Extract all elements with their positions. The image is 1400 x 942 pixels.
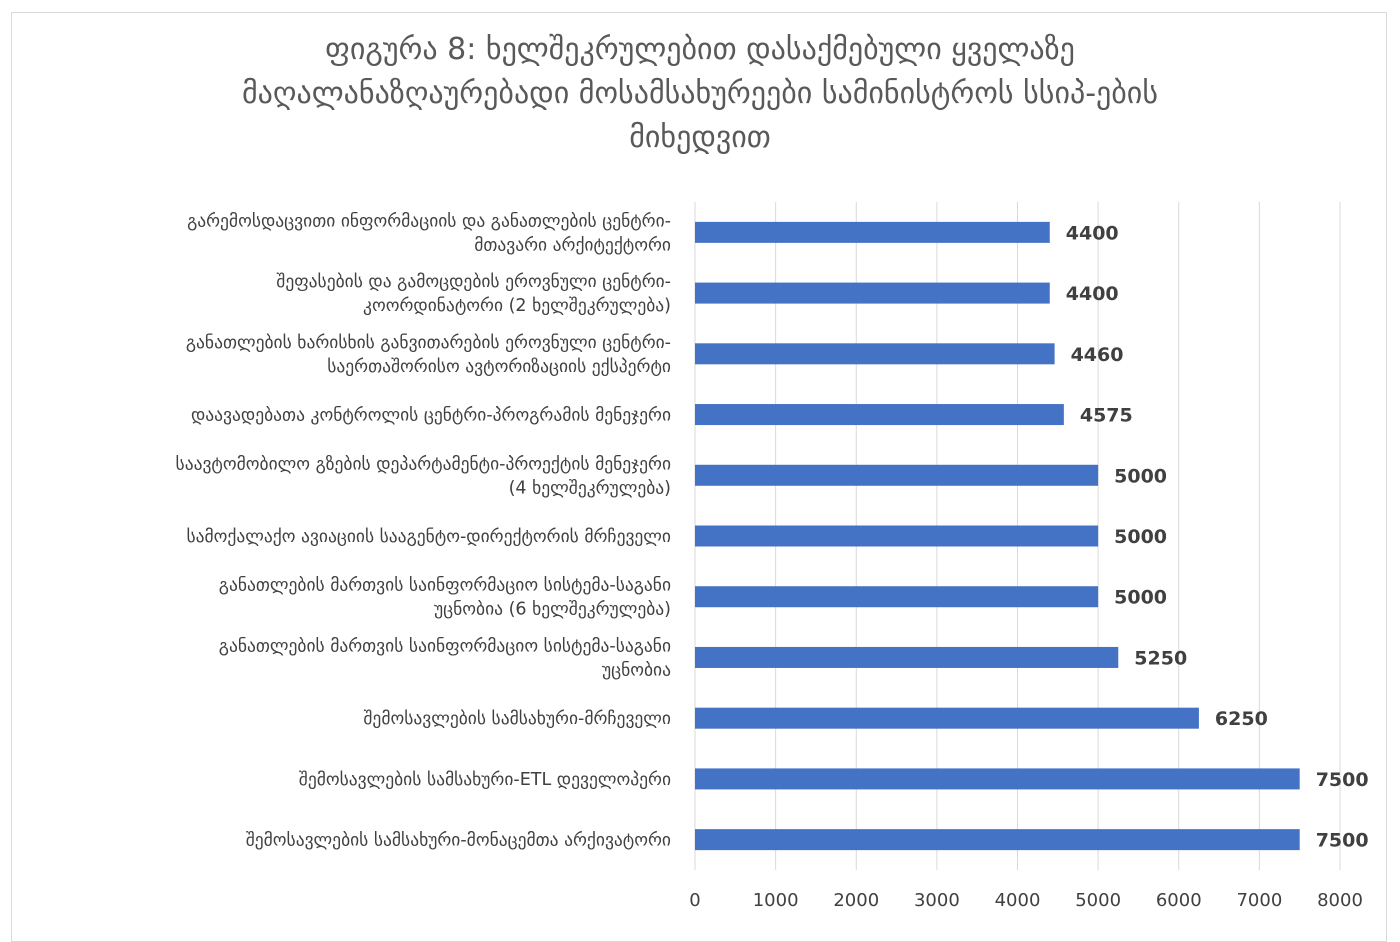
bar xyxy=(695,221,1050,243)
category-label: უცნობია (6 ხელშეკრულება) xyxy=(434,599,671,620)
category-label: კოორდინატორი (2 ხელშეკრულება) xyxy=(363,295,671,316)
category-label: (4 ხელშეკრულება) xyxy=(509,477,671,498)
bar xyxy=(695,707,1199,729)
category-label: შეფასების და გამოცდების ეროვნული ცენტრი- xyxy=(276,271,671,292)
chart-title-line-1: ფიგურა 8: ხელშეკრულებით დასაქმებული ყველ… xyxy=(325,32,1075,67)
x-tick-label: 8000 xyxy=(1317,890,1363,911)
x-tick-label: 3000 xyxy=(914,890,960,911)
bar xyxy=(695,646,1119,668)
category-label: განათლების მართვის საინფორმაციო სისტემა-… xyxy=(219,635,671,656)
category-label: განათლების მართვის საინფორმაციო სისტემა-… xyxy=(219,575,671,596)
data-label: 5250 xyxy=(1134,647,1187,669)
category-label: საერთაშორისო ავტორიზაციის ექსპერტი xyxy=(327,356,671,377)
data-label: 4400 xyxy=(1066,283,1119,305)
category-label: გარემოსდაცვითი ინფორმაციის და განათლების… xyxy=(187,210,671,231)
category-label: შემოსავლების სამსახური-ETL დეველოპერი xyxy=(299,769,671,790)
x-tick-label: 6000 xyxy=(1156,890,1202,911)
data-label: 5000 xyxy=(1114,465,1167,487)
chart-title-line-3: მიხედვით xyxy=(629,120,771,155)
bar xyxy=(695,586,1099,608)
category-label: სამოქალაქო ავიაციის სააგენტო-დირექტორის … xyxy=(186,526,671,547)
category-label: შემოსავლების სამსახური-მონაცემთა არქივატ… xyxy=(246,830,671,851)
bar xyxy=(695,768,1300,790)
bar xyxy=(695,464,1099,486)
data-label: 7500 xyxy=(1316,830,1369,852)
category-label: საავტომობილო გზების დეპარტამენტი-პროექტი… xyxy=(176,453,671,474)
category-label: უცნობია xyxy=(602,660,671,680)
data-label: 5000 xyxy=(1114,587,1167,609)
bar xyxy=(695,343,1055,365)
category-label: დაავადებათა კონტროლის ცენტრი-პროგრამის მ… xyxy=(191,405,671,426)
x-tick-label: 1000 xyxy=(753,890,799,911)
bar xyxy=(695,404,1064,426)
category-label: მთავარი არქიტექტორი xyxy=(474,234,671,255)
x-tick-label: 4000 xyxy=(995,890,1041,911)
x-tick-label: 5000 xyxy=(1075,890,1121,911)
bar xyxy=(695,525,1099,547)
data-label: 4460 xyxy=(1071,344,1124,366)
bar xyxy=(695,282,1050,304)
data-label: 4575 xyxy=(1080,405,1133,427)
x-tick-label: 0 xyxy=(689,890,700,911)
data-label: 7500 xyxy=(1316,769,1369,791)
x-tick-label: 2000 xyxy=(833,890,879,911)
data-label: 5000 xyxy=(1114,526,1167,548)
chart-title: ფიგურა 8: ხელშეკრულებით დასაქმებული ყველ… xyxy=(0,28,1400,160)
data-label: 4400 xyxy=(1066,222,1119,244)
chart-title-line-2: მაღალანაზღაურებადი მოსამსახურეები სამინი… xyxy=(242,76,1158,111)
data-label: 6250 xyxy=(1215,708,1268,730)
x-tick-label: 7000 xyxy=(1236,890,1282,911)
category-label: შემოსავლების სამსახური-მრჩეველი xyxy=(363,708,671,729)
bar xyxy=(695,829,1300,851)
category-label: განათლების ხარისხის განვითარების ეროვნულ… xyxy=(186,332,671,353)
